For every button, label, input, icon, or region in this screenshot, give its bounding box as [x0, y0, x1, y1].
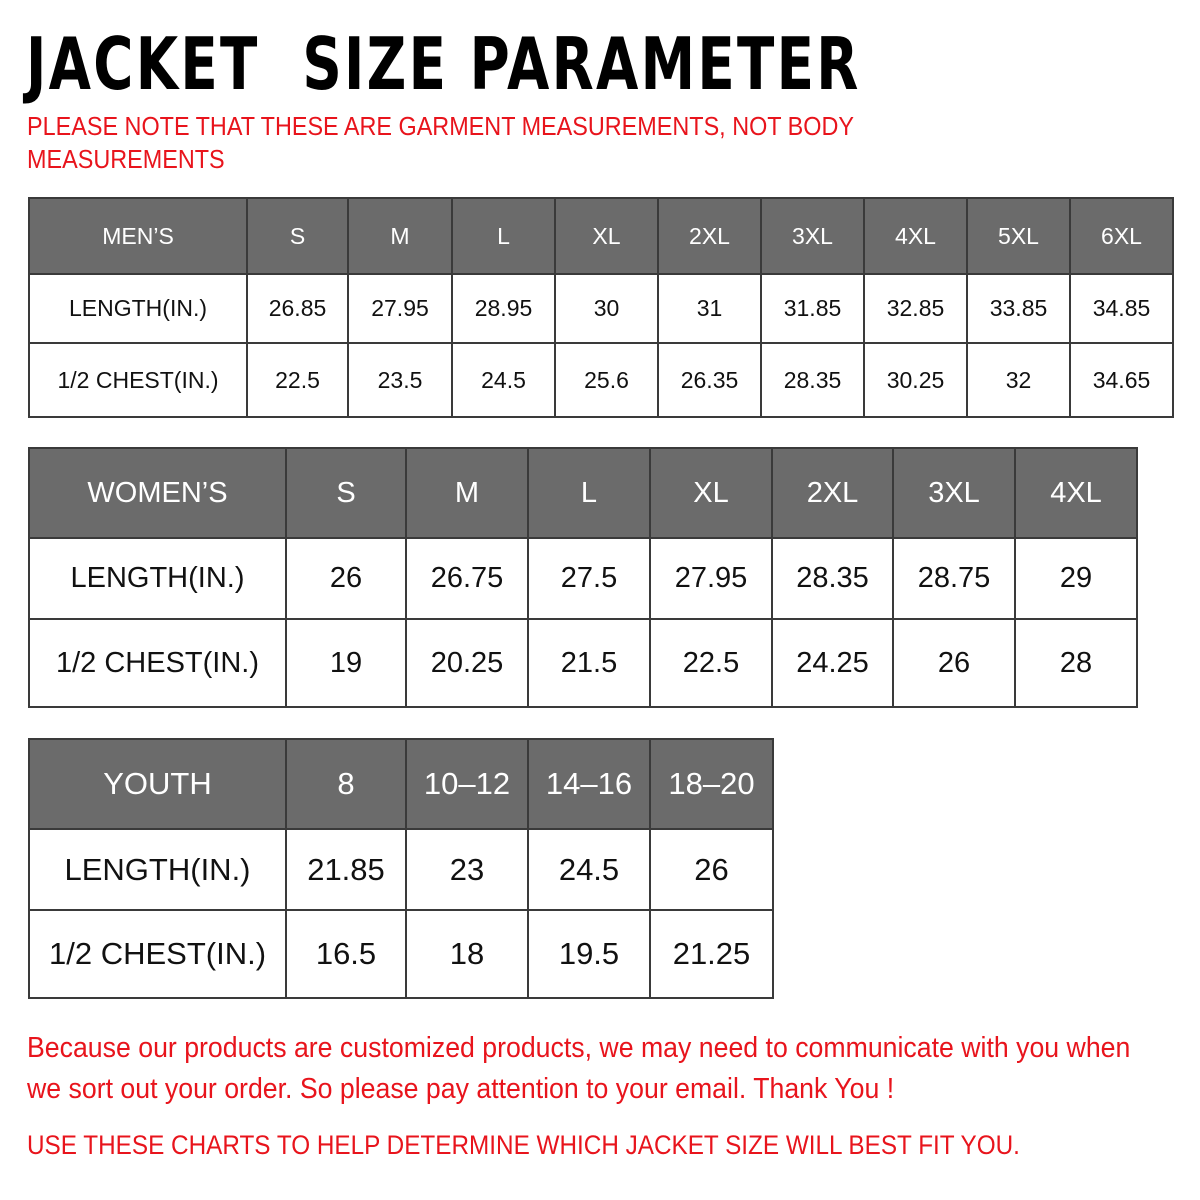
- measurement-cell: 19.5: [527, 909, 651, 999]
- size-header: 8: [285, 738, 407, 830]
- row-label: 1/2 CHEST(IN.): [28, 618, 287, 708]
- size-header: 2XL: [771, 447, 894, 539]
- size-header: 14–16: [527, 738, 651, 830]
- measurement-cell: 29: [1014, 537, 1138, 620]
- measurement-cell: 22.5: [649, 618, 773, 708]
- size-header: 10–12: [405, 738, 529, 830]
- measurement-cell: 26: [892, 618, 1016, 708]
- measurement-cell: 27.95: [649, 537, 773, 620]
- size-header: 6XL: [1069, 197, 1174, 275]
- customization-message: Because our products are customized prod…: [27, 1032, 1131, 1105]
- measurement-cell: 34.65: [1069, 342, 1174, 418]
- table-row: LENGTH(IN.) 21.85 23 24.5 26: [28, 828, 774, 911]
- measurement-cell: 30.25: [863, 342, 968, 418]
- measurement-cell: 23.5: [347, 342, 453, 418]
- measurement-cell: 28.95: [451, 273, 556, 344]
- measurement-cell: 24.25: [771, 618, 894, 708]
- mens-size-table: MEN’S S M L XL 2XL 3XL 4XL 5XL 6XL LENGTH(IN.) 26.8…: [28, 197, 1174, 418]
- header-row: YOUTH 8 10–12 14–16 18–20: [28, 738, 774, 830]
- measurement-cell: 34.85: [1069, 273, 1174, 344]
- measurement-cell: 30: [554, 273, 659, 344]
- measurement-cell: 18: [405, 909, 529, 999]
- size-header: S: [246, 197, 349, 275]
- size-header: 5XL: [966, 197, 1071, 275]
- category-header: YOUTH: [28, 738, 287, 830]
- page-title: JACKET SIZE PARAMETER: [26, 22, 861, 106]
- size-header: XL: [649, 447, 773, 539]
- measurement-cell: 26: [649, 828, 774, 911]
- measurement-cell: 27.95: [347, 273, 453, 344]
- youth-size-table: YOUTH 8 10–12 14–16 18–20 LENGTH(IN.) 21.85 23 2…: [28, 738, 774, 999]
- size-header: 4XL: [863, 197, 968, 275]
- womens-size-table: WOMEN’S S M L XL 2XL 3XL 4XL LENGTH(IN.) 26 26.75 2…: [28, 447, 1138, 708]
- row-label: LENGTH(IN.): [28, 537, 287, 620]
- size-header: 4XL: [1014, 447, 1138, 539]
- measurement-cell: 27.5: [527, 537, 651, 620]
- measurement-cell: 24.5: [527, 828, 651, 911]
- row-label: 1/2 CHEST(IN.): [28, 909, 287, 999]
- measurement-cell: 25.6: [554, 342, 659, 418]
- measurement-note: PLEASE NOTE THAT THESE ARE GARMENT MEASU…: [27, 111, 854, 174]
- table-row: 1/2 CHEST(IN.) 16.5 18 19.5 21.25: [28, 909, 774, 999]
- measurement-cell: 28.35: [760, 342, 865, 418]
- measurement-cell: 23: [405, 828, 529, 911]
- measurement-cell: 26.75: [405, 537, 529, 620]
- measurement-cell: 28.35: [771, 537, 894, 620]
- size-header: M: [347, 197, 453, 275]
- measurement-cell: 21.5: [527, 618, 651, 708]
- row-label: LENGTH(IN.): [28, 273, 248, 344]
- measurement-cell: 19: [285, 618, 407, 708]
- measurement-cell: 22.5: [246, 342, 349, 418]
- table-row: 1/2 CHEST(IN.) 22.5 23.5 24.5 25.6 26.35 28.35…: [28, 342, 1174, 418]
- measurement-cell: 31: [657, 273, 762, 344]
- row-label: 1/2 CHEST(IN.): [28, 342, 248, 418]
- measurement-cell: 28.75: [892, 537, 1016, 620]
- size-header: 2XL: [657, 197, 762, 275]
- measurement-cell: 16.5: [285, 909, 407, 999]
- measurement-cell: 21.85: [285, 828, 407, 911]
- table-row: LENGTH(IN.) 26.85 27.95 28.95 30 31 31.85 32.85…: [28, 273, 1174, 344]
- category-header: MEN’S: [28, 197, 248, 275]
- measurement-cell: 21.25: [649, 909, 774, 999]
- footer-note: USE THESE CHARTS TO HELP DETERMINE WHICH…: [27, 1130, 1020, 1160]
- size-header: XL: [554, 197, 659, 275]
- header-row: MEN’S S M L XL 2XL 3XL 4XL 5XL 6XL: [28, 197, 1174, 275]
- measurement-cell: 26.85: [246, 273, 349, 344]
- measurement-cell: 26: [285, 537, 407, 620]
- size-header: 18–20: [649, 738, 774, 830]
- size-header: 3XL: [760, 197, 865, 275]
- row-label: LENGTH(IN.): [28, 828, 287, 911]
- size-header: M: [405, 447, 529, 539]
- measurement-cell: 28: [1014, 618, 1138, 708]
- measurement-cell: 32: [966, 342, 1071, 418]
- measurement-cell: 26.35: [657, 342, 762, 418]
- table-row: 1/2 CHEST(IN.) 19 20.25 21.5 22.5 24.25 26 28: [28, 618, 1138, 708]
- table-row: LENGTH(IN.) 26 26.75 27.5 27.95 28.35 28.75 29: [28, 537, 1138, 620]
- measurement-cell: 20.25: [405, 618, 529, 708]
- header-row: WOMEN’S S M L XL 2XL 3XL 4XL: [28, 447, 1138, 539]
- size-header: 3XL: [892, 447, 1016, 539]
- size-header: S: [285, 447, 407, 539]
- category-header: WOMEN’S: [28, 447, 287, 539]
- size-header: L: [527, 447, 651, 539]
- size-header: L: [451, 197, 556, 275]
- measurement-cell: 24.5: [451, 342, 556, 418]
- measurement-cell: 33.85: [966, 273, 1071, 344]
- measurement-cell: 32.85: [863, 273, 968, 344]
- measurement-cell: 31.85: [760, 273, 865, 344]
